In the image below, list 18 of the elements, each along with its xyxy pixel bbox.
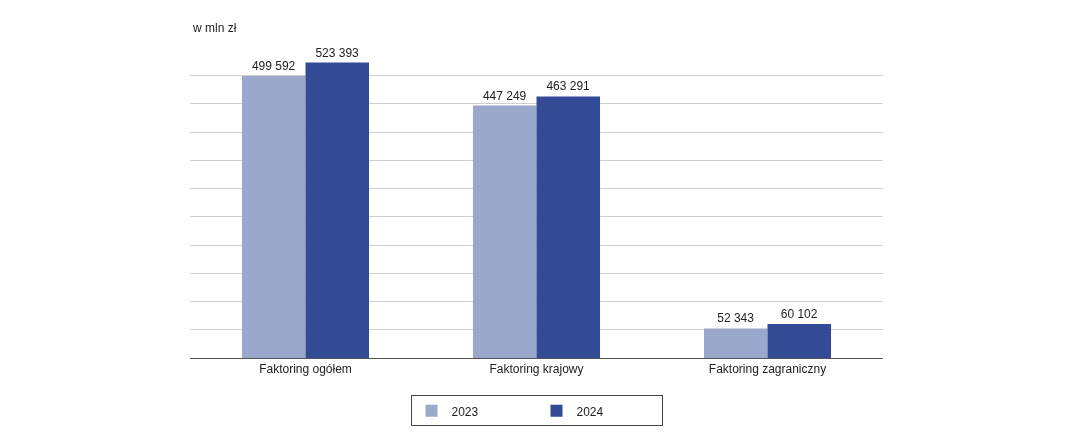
data-label: 499 592 [251, 58, 296, 73]
bar [472, 105, 537, 358]
x-tick-label: Faktoring zagraniczny [708, 362, 827, 377]
data-label: 463 291 [546, 79, 591, 94]
data-label: 52 343 [717, 311, 755, 326]
data-label: 60 102 [780, 307, 818, 322]
bar [536, 96, 601, 358]
data-label: 447 249 [482, 88, 527, 103]
bar [305, 62, 370, 358]
x-tick-label: Faktoring ogółem [259, 362, 352, 377]
bar [241, 75, 306, 358]
y-axis-title: w mln zł [192, 21, 237, 35]
legend-label: 2023 [451, 404, 479, 419]
legend-label: 2024 [576, 404, 604, 419]
data-label: 523 393 [315, 45, 360, 60]
bar [767, 324, 832, 358]
x-tick-label: Faktoring krajowy [489, 362, 584, 377]
bar [703, 328, 768, 358]
